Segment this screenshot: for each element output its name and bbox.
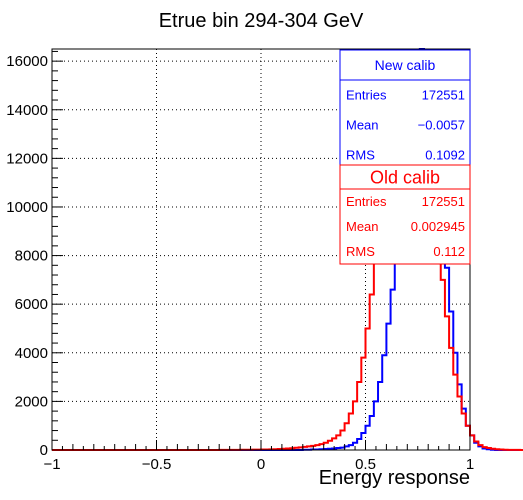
- stats-row-value: −0.0057: [418, 118, 465, 133]
- stats-box-1: [339, 49, 471, 171]
- x-tick-label: 1: [466, 456, 474, 473]
- y-tick-label: 6000: [15, 296, 48, 313]
- stats-box-2: [339, 164, 471, 265]
- stats-row-value: 0.112: [433, 244, 465, 259]
- stats-row-value: 172551: [422, 194, 465, 209]
- y-tick-label: 12000: [6, 150, 48, 167]
- y-tick-label: 2000: [15, 393, 48, 410]
- stats-title: New calib: [375, 57, 436, 73]
- y-axis: 0 2000 4000 6000 8000 10000 12000 14000 16000: [6, 50, 63, 459]
- y-tick-label: 0: [40, 442, 48, 459]
- y-tick-label: 14000: [6, 102, 48, 119]
- stats-row-label: RMS: [346, 148, 375, 163]
- x-tick-label: 0.5: [355, 456, 376, 473]
- chart-title: Etrue bin 294-304 GeV: [159, 10, 364, 32]
- stats-row-label: Entries: [346, 194, 387, 209]
- stats-row-value: 172551: [422, 88, 465, 103]
- x-axis: −1 −0.5 0 0.5 1: [43, 440, 474, 473]
- stats-row-value: 0.002945: [411, 219, 465, 234]
- y-tick-label: 4000: [15, 345, 48, 362]
- stats-row-label: Entries: [346, 88, 387, 103]
- stats-row-label: RMS: [346, 244, 375, 259]
- x-tick-label: 0: [257, 456, 265, 473]
- y-tick-label: 16000: [6, 53, 48, 70]
- x-tick-label: −0.5: [142, 456, 172, 473]
- stats-row-label: Mean: [346, 118, 379, 133]
- y-tick-label: 10000: [6, 199, 48, 216]
- stats-row-value: 0.1092: [425, 148, 465, 163]
- y-tick-label: 8000: [15, 248, 48, 265]
- x-tick-label: −1: [43, 456, 60, 473]
- x-axis-title: Energy response: [319, 467, 470, 489]
- stats-row-label: Mean: [346, 219, 379, 234]
- stats-title: Old calib: [370, 167, 440, 187]
- stats-boxes: New calib Entries 172551 Mean −0.0057 RMS 0.10…: [339, 49, 471, 265]
